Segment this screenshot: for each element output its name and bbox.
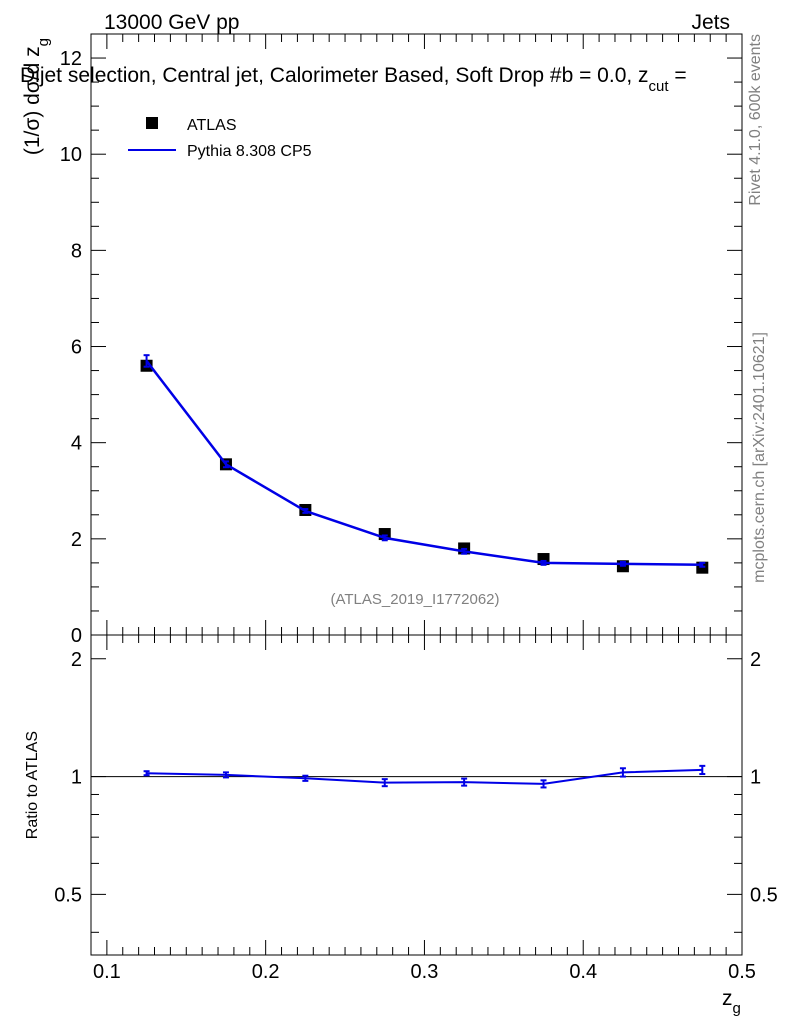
ratio-ytick-label-right: 2	[750, 649, 761, 671]
category-label: Jets	[691, 11, 730, 34]
legend-pythia-label: Pythia 8.308 CP5	[187, 143, 312, 160]
main-ytick-label: 6	[71, 337, 82, 359]
ratio-ytick-label: 0.5	[54, 884, 82, 906]
ratio-ytick-label-right: 0.5	[750, 884, 778, 906]
ratio-ytick-label: 2	[71, 649, 82, 671]
ratio-layer	[91, 764, 742, 789]
main-ytick-label: 4	[71, 433, 82, 455]
analysis-id: (ATLAS_2019_I1772062)	[330, 591, 499, 608]
main-ylabel: (1/σ) dσ/d zg	[21, 38, 52, 155]
ratio-ytick-label-right: 1	[750, 767, 761, 789]
x-tick-label: 0.4	[569, 961, 597, 983]
main-layer	[140, 354, 709, 574]
ratio-pythia-line	[146, 768, 703, 785]
beam-label: 13000 GeV pp	[104, 11, 239, 34]
main-ytick-label: 0	[71, 625, 82, 647]
x-tick-label: 0.5	[728, 961, 756, 983]
x-tick-label: 0.2	[252, 961, 280, 983]
ratio-ytick-label: 1	[71, 767, 82, 789]
main-ytick-label: 12	[60, 48, 82, 70]
x-axis-label: zg	[722, 987, 741, 1017]
mcplots-label: mcplots.cern.ch [arXiv:2401.10621]	[751, 332, 768, 583]
rivet-label: Rivet 4.1.0, 600k events	[747, 34, 764, 206]
x-tick-label: 0.3	[411, 961, 439, 983]
main-ytick-label: 2	[71, 529, 82, 551]
legend-atlas-marker	[146, 117, 158, 129]
main-ytick-label: 10	[60, 144, 82, 166]
main-ytick-label: 8	[71, 240, 82, 262]
ratio-ylabel: Ratio to ATLAS	[24, 731, 41, 839]
legend-atlas-label: ATLAS	[187, 117, 237, 134]
ratio-frame	[90, 634, 743, 956]
plot-title: Dijet selection, Central jet, Calorimete…	[20, 64, 687, 95]
x-tick-label: 0.1	[93, 961, 121, 983]
pythia-line	[145, 360, 703, 567]
